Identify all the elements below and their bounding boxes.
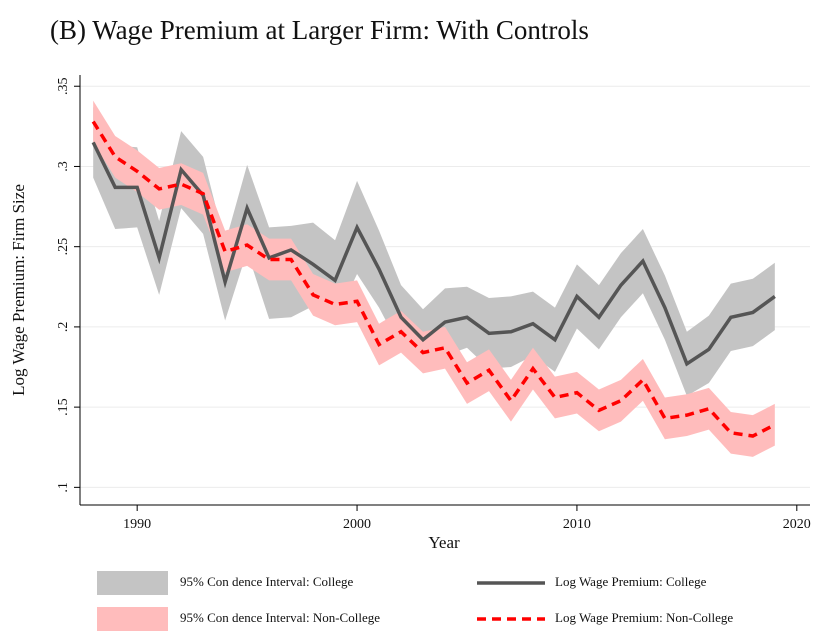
y-tick-label: .2	[56, 322, 71, 333]
y-tick-label: .25	[56, 238, 71, 256]
legend-swatch	[97, 607, 168, 631]
legend-label: 95% Con dence Interval: Non-College	[180, 610, 380, 625]
y-tick-label: .35	[56, 77, 71, 95]
y-tick-label: .1	[56, 482, 71, 493]
legend-label: Log Wage Premium: College	[555, 574, 707, 589]
legend-swatch	[97, 571, 168, 595]
confidence-band	[93, 100, 775, 457]
y-tick-label: .15	[56, 398, 71, 416]
legend-label: 95% Con dence Interval: College	[180, 574, 354, 589]
x-tick-label: 1990	[123, 517, 151, 532]
legend-label: Log Wage Premium: Non-College	[555, 610, 733, 625]
x-tick-label: 2010	[563, 517, 591, 532]
series-line	[91, 120, 776, 438]
confidence-band	[93, 107, 775, 396]
y-tick-label: .3	[56, 161, 71, 172]
x-tick-label: 2000	[343, 517, 371, 532]
x-axis-label: Year	[428, 533, 460, 552]
y-axis-label: Log Wage Premium: Firm Size	[9, 184, 28, 396]
x-tick-label: 2020	[783, 517, 811, 532]
series-line	[91, 141, 776, 367]
chart-title: (B) Wage Premium at Larger Firm: With Co…	[50, 15, 589, 45]
